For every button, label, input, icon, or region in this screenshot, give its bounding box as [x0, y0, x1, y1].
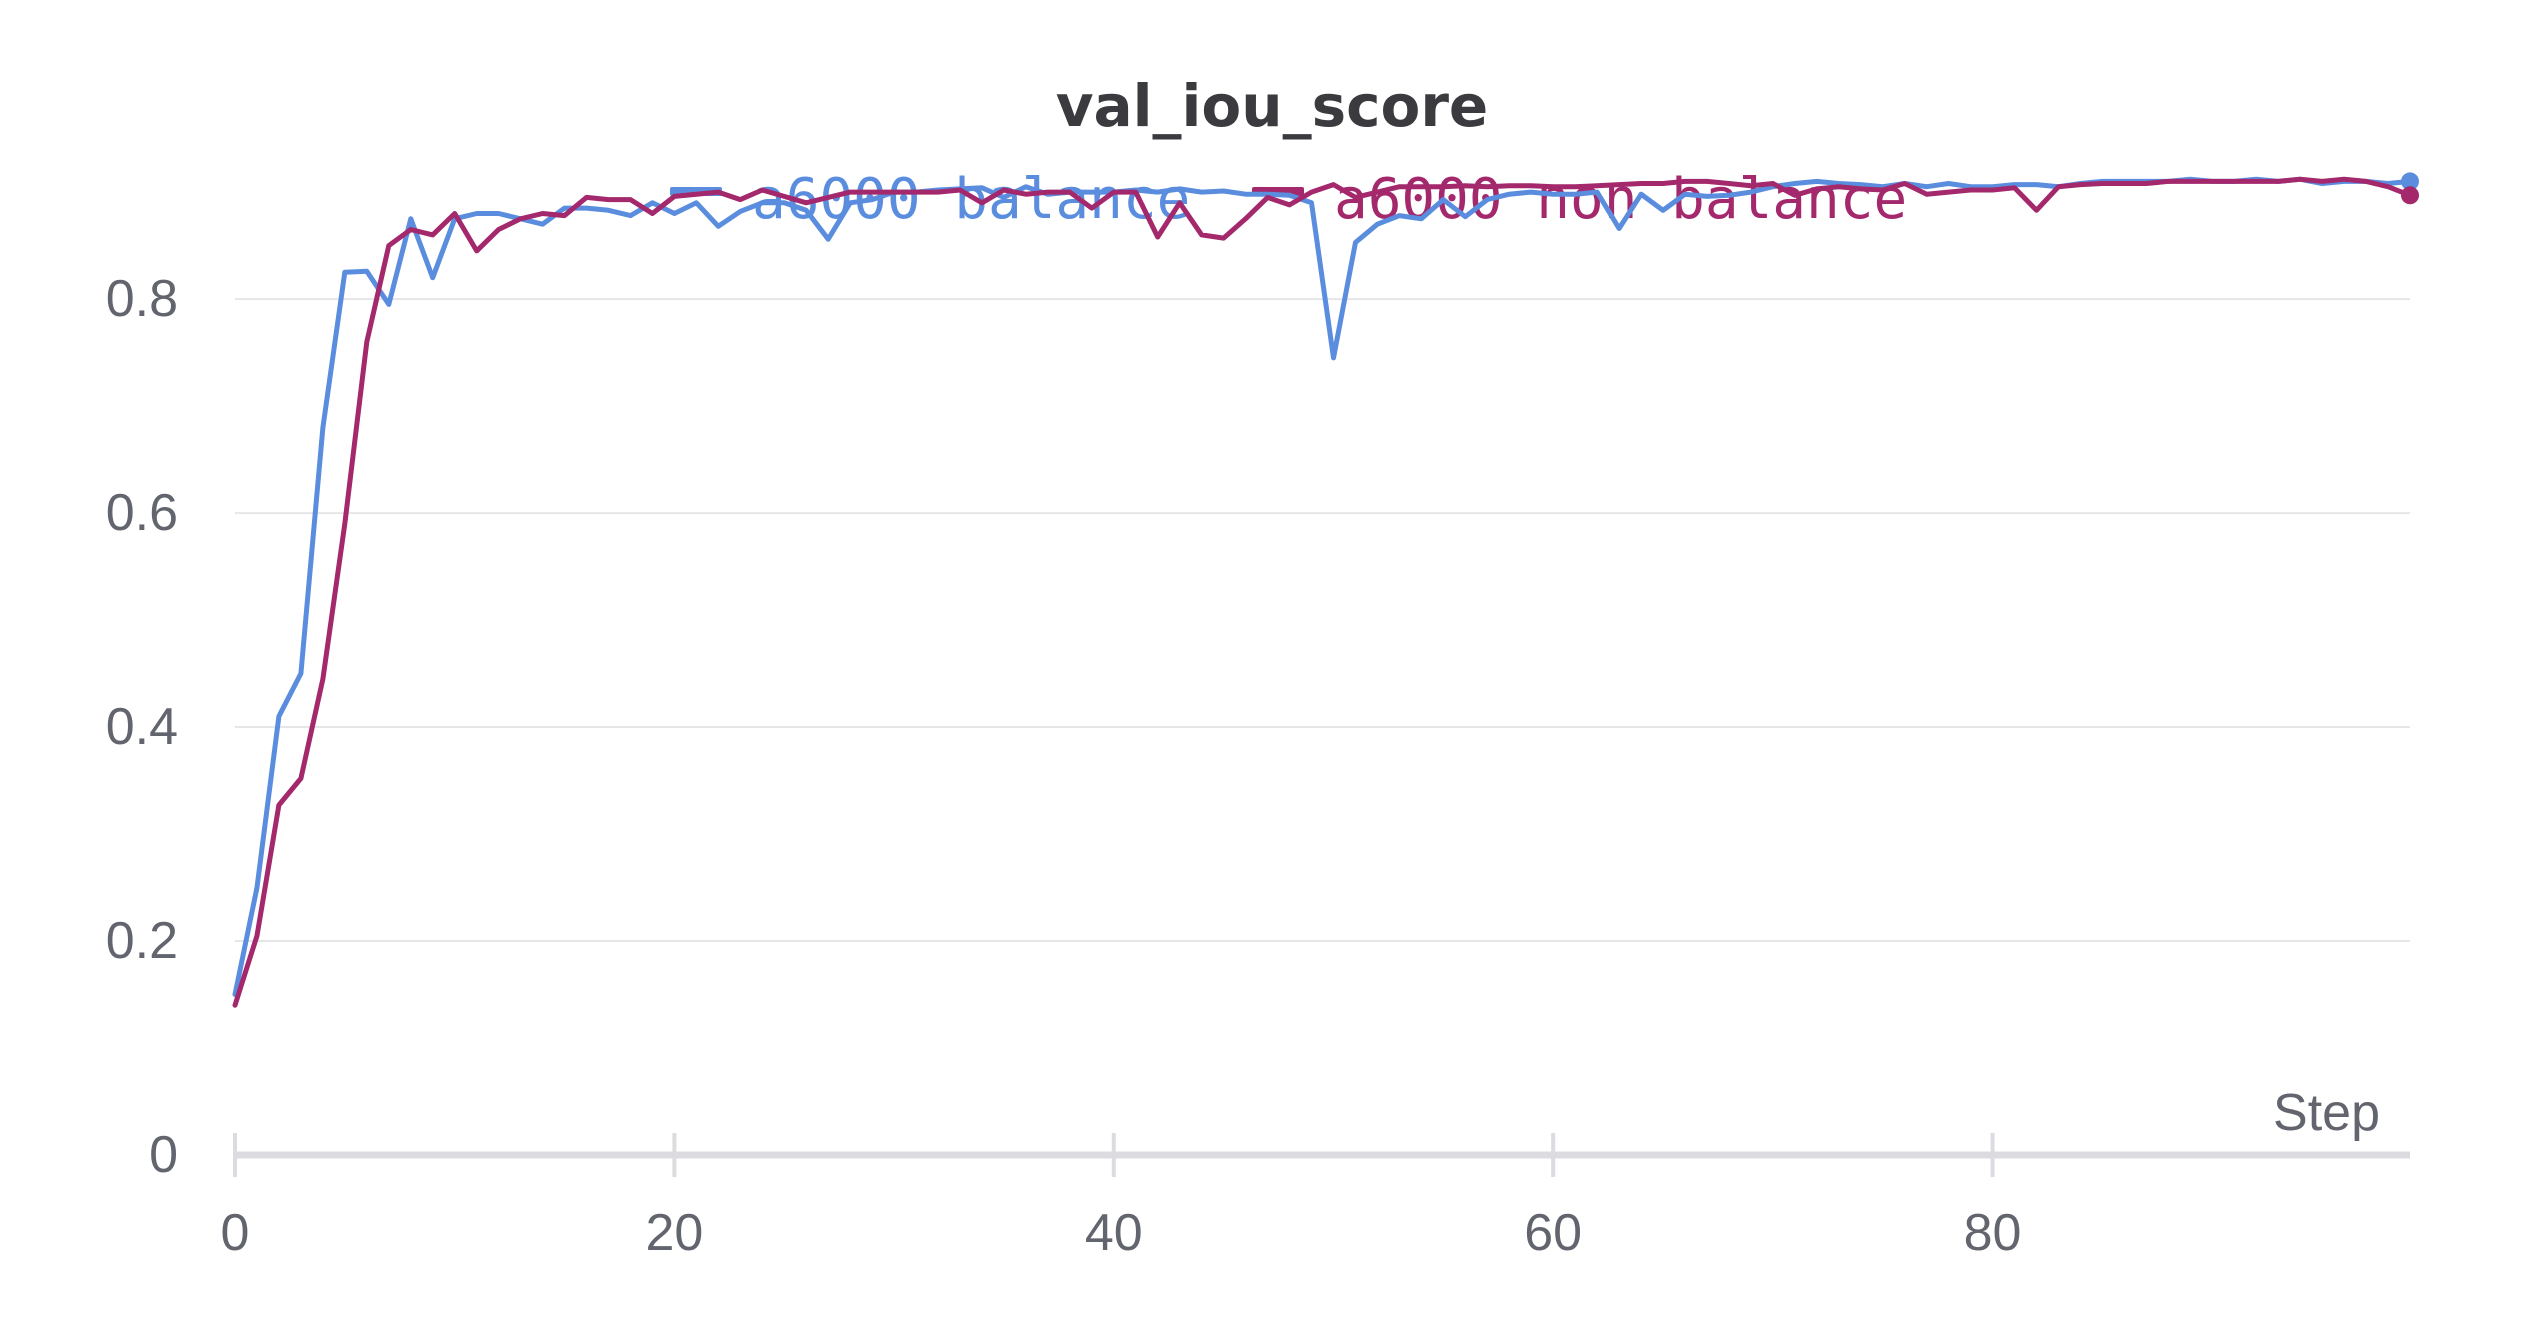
x-tick-label: 80 — [1964, 1204, 2022, 1262]
y-tick-label: 0.4 — [106, 698, 178, 756]
series-lines — [232, 172, 2419, 1008]
x-axis: 0 20 40 60 80 — [221, 1133, 2410, 1262]
legend-item-non-balance[interactable]: a6000 non balance — [1252, 167, 1907, 232]
series-line-0[interactable] — [232, 176, 2413, 997]
x-axis-label: Step — [2273, 1084, 2380, 1142]
series-end-point-0[interactable] — [2401, 172, 2419, 191]
x-tick-label: 0 — [221, 1204, 250, 1262]
legend-item-balance[interactable]: a6000 balance — [670, 167, 1190, 232]
gridlines — [235, 298, 2410, 943]
x-tick-label: 40 — [1085, 1204, 1143, 1262]
chart-title: val_iou_score — [1056, 72, 1489, 140]
y-tick-label: 0.2 — [106, 912, 178, 970]
x-tick-label: 20 — [645, 1204, 703, 1262]
y-tick-label: 0 — [149, 1126, 178, 1184]
series-end-point-1[interactable] — [2401, 186, 2419, 205]
y-tick-label: 0.8 — [106, 270, 178, 328]
y-axis: 0 0.2 0.4 0.6 0.8 — [106, 270, 178, 1184]
legend-label-non-balance: a6000 non balance — [1334, 167, 1907, 232]
x-tick-label: 60 — [1524, 1204, 1582, 1262]
y-tick-label: 0.6 — [106, 484, 178, 542]
series-line-1[interactable] — [232, 176, 2413, 1008]
